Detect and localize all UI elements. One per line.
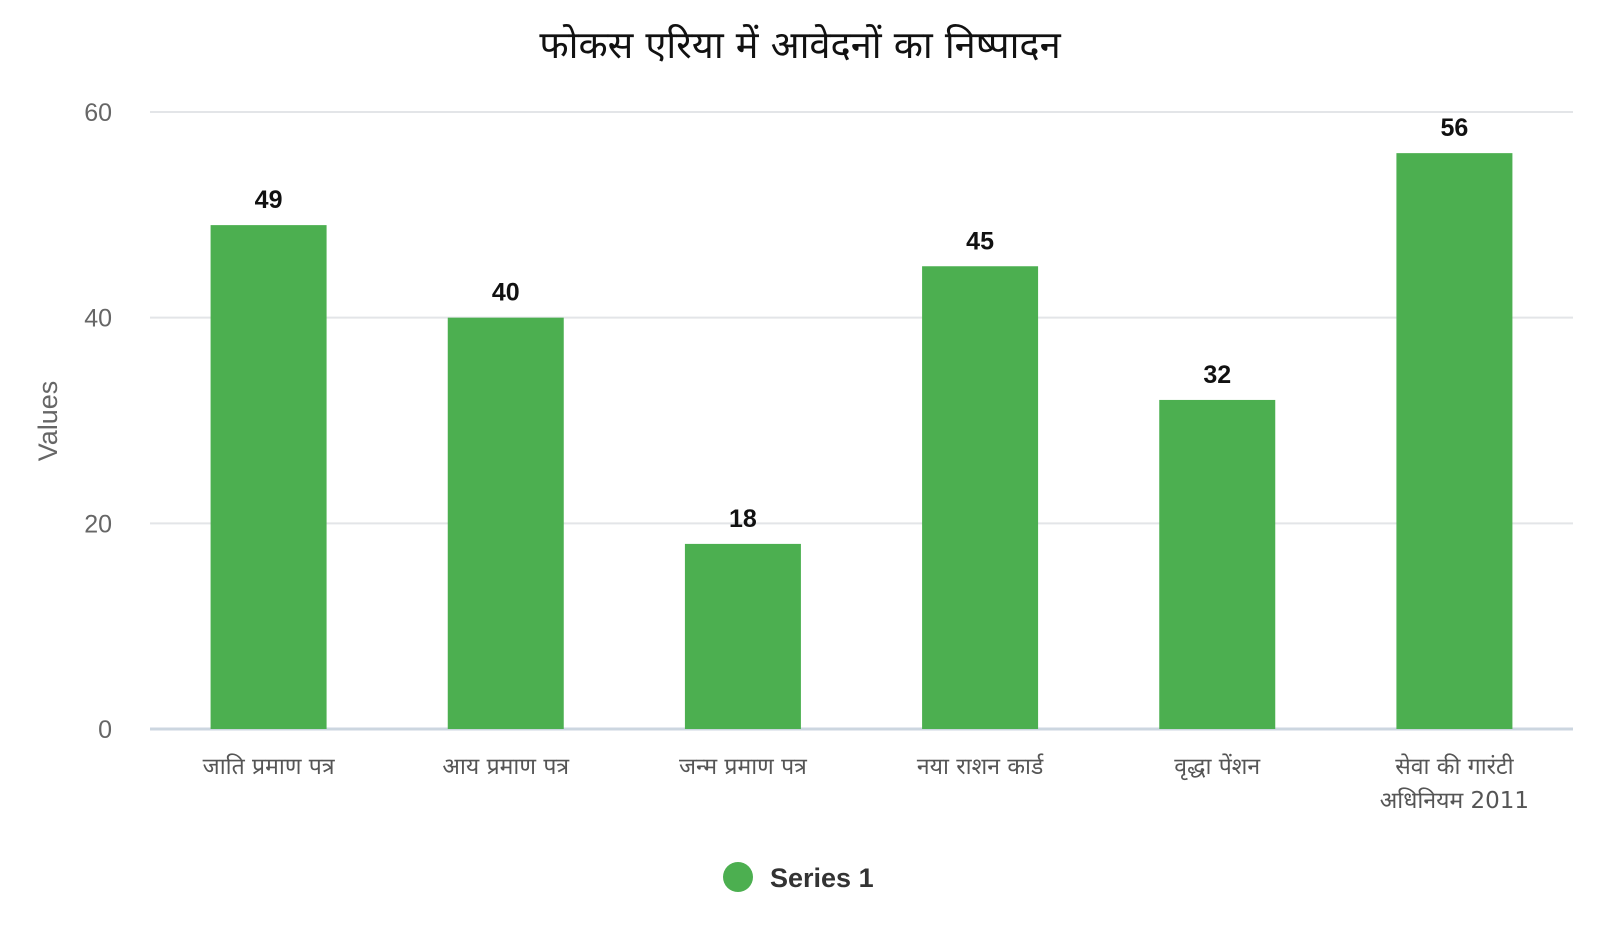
- y-axis-title: Values: [33, 381, 63, 462]
- x-tick-label: जन्म प्रमाण पत्र: [679, 754, 808, 780]
- bar[interactable]: [1159, 399, 1276, 729]
- x-tick-label: वृद्धा पेंशन: [1174, 753, 1261, 781]
- bar[interactable]: [447, 317, 564, 729]
- data-label: 45: [966, 227, 994, 255]
- legend-label-series-1: Series 1: [770, 863, 874, 893]
- data-label: 32: [1203, 361, 1231, 389]
- data-label: 18: [729, 505, 757, 533]
- x-tick-label: जाति प्रमाण पत्र: [203, 753, 336, 780]
- y-tick-label: 40: [84, 305, 112, 333]
- bars: [210, 153, 1513, 730]
- gridlines: [150, 111, 1573, 731]
- bar[interactable]: [210, 225, 327, 729]
- x-tick-label-line: जन्म प्रमाण पत्र: [679, 754, 808, 780]
- data-label: 56: [1441, 114, 1469, 142]
- x-tick-label-line: आय प्रमाण पत्र: [442, 754, 570, 780]
- data-label: 49: [255, 186, 283, 214]
- y-axis-ticks: 0 20 40 60: [84, 99, 112, 744]
- bar[interactable]: [684, 543, 801, 729]
- bar[interactable]: [1396, 153, 1513, 730]
- x-tick-label-line: वृद्धा पेंशन: [1174, 753, 1261, 781]
- x-axis-ticks: जाति प्रमाण पत्र आय प्रमाण पत्र जन्म प्रमा…: [203, 753, 1529, 814]
- legend[interactable]: Series 1: [723, 862, 874, 893]
- data-label: 40: [492, 279, 520, 307]
- y-tick-label: 0: [98, 716, 112, 744]
- legend-swatch-series-1: [723, 862, 753, 892]
- bar[interactable]: [922, 266, 1039, 729]
- x-tick-label: नया राशन कार्ड: [917, 753, 1044, 780]
- y-tick-label: 60: [84, 99, 112, 127]
- x-tick-label: आय प्रमाण पत्र: [442, 754, 570, 780]
- y-tick-label: 20: [84, 510, 112, 538]
- x-tick-label-line: अधिनियम 2011: [1380, 787, 1529, 814]
- x-tick-label-line: नया राशन कार्ड: [917, 753, 1044, 780]
- data-labels: 49 40 18 45 32 56: [255, 114, 1469, 533]
- x-tick-label-line: सेवा की गारंटी: [1395, 753, 1514, 780]
- chart-title: फोकस एरिया में आवेदनों का निष्पादन: [539, 23, 1061, 67]
- x-tick-label-line: जाति प्रमाण पत्र: [203, 753, 336, 780]
- x-tick-label: सेवा की गारंटी अधिनियम 2011: [1380, 753, 1529, 814]
